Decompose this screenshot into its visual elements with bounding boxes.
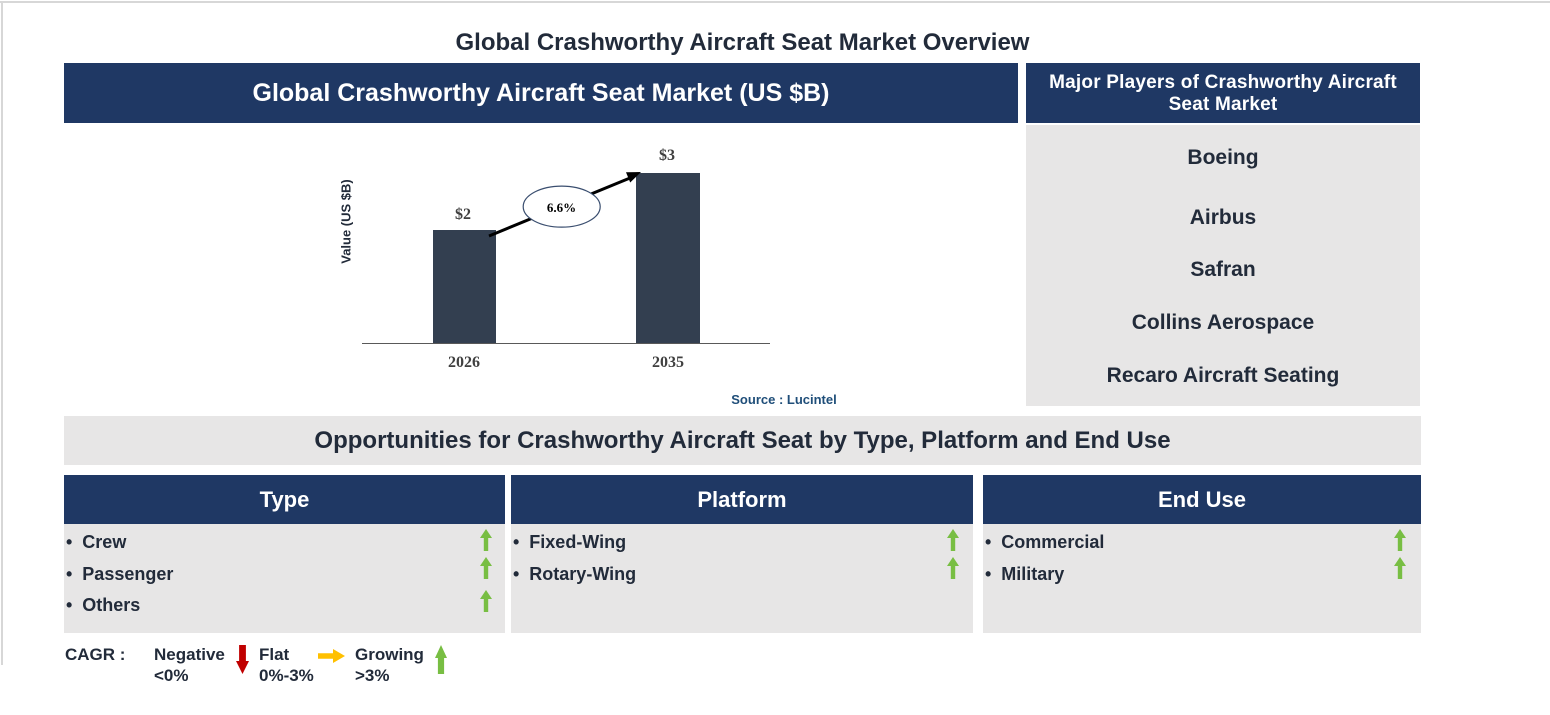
svg-text:6.6%: 6.6%	[547, 200, 576, 215]
